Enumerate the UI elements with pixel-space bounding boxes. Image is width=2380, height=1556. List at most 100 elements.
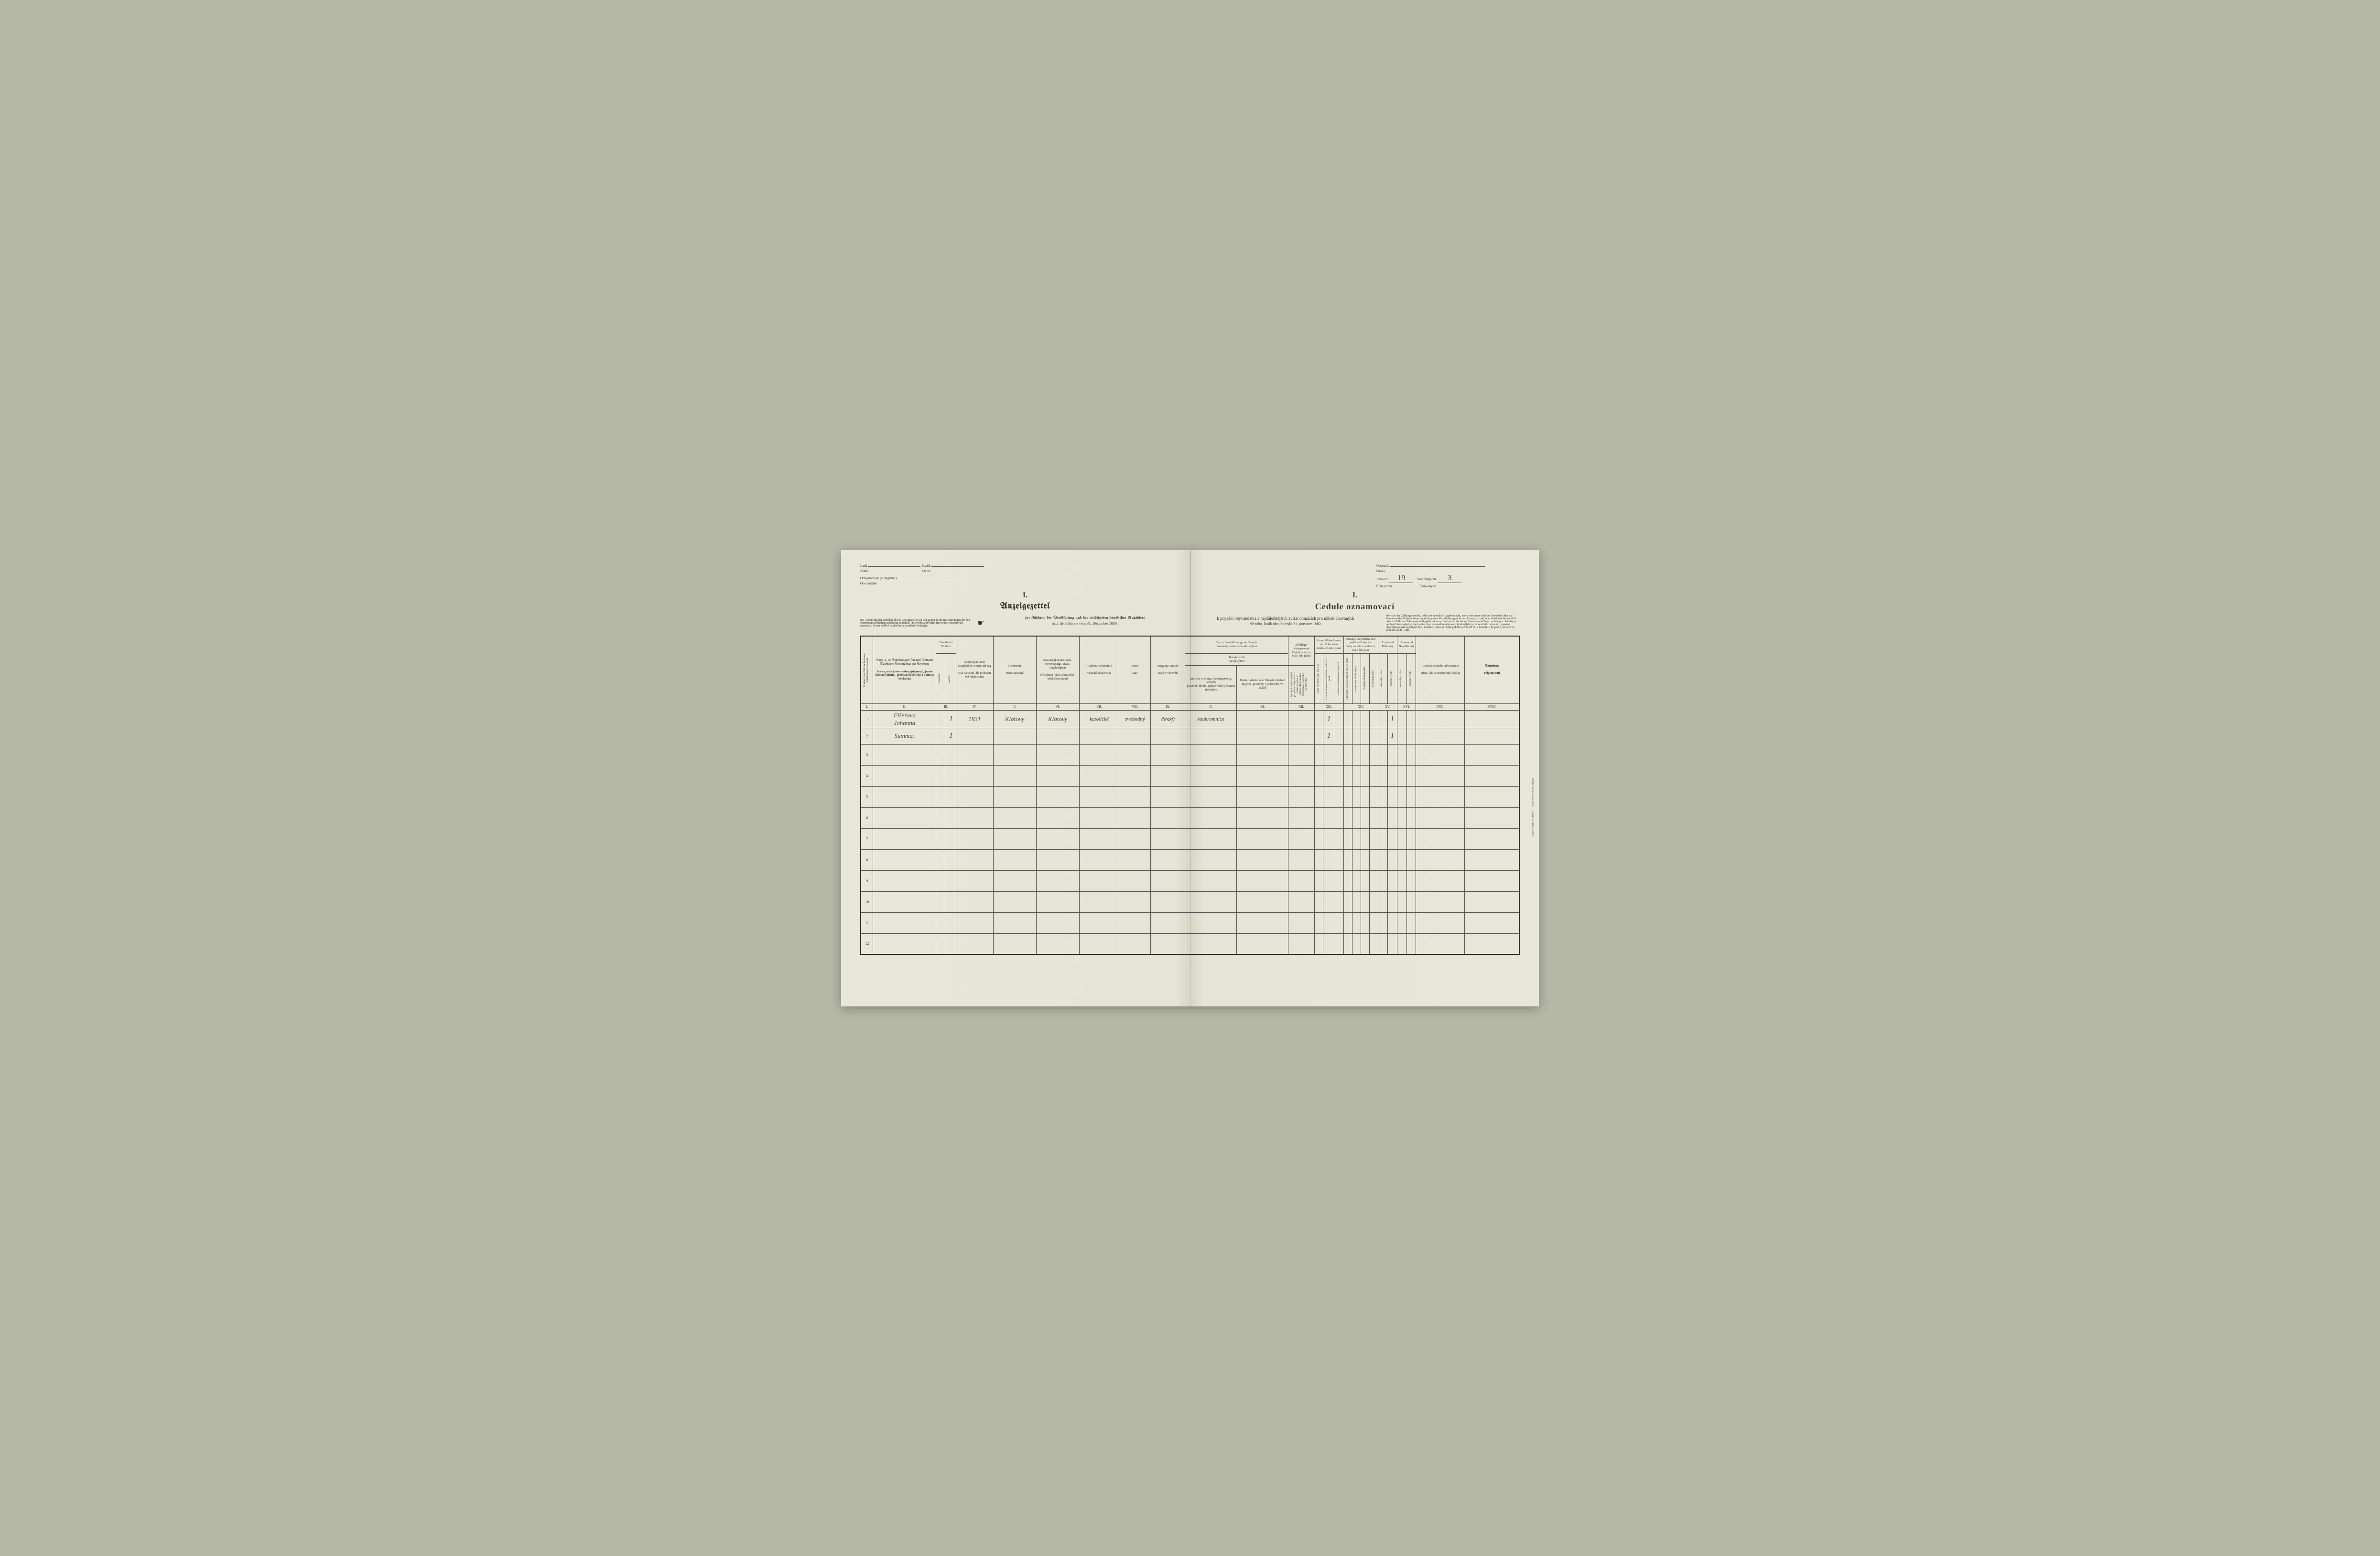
cell <box>1378 728 1387 744</box>
cell <box>1119 891 1151 912</box>
cell <box>1343 786 1352 807</box>
cell <box>1361 849 1369 870</box>
cell <box>1352 807 1361 828</box>
cell: katolické <box>1079 710 1119 728</box>
cell <box>936 849 946 870</box>
cell: český <box>1151 710 1185 728</box>
cell <box>956 933 993 954</box>
sub-left: zur Zählung der Bevölkerung und der wich… <box>984 615 1185 632</box>
cell <box>1079 765 1119 786</box>
land-line <box>868 566 920 567</box>
cell <box>1361 828 1369 849</box>
cell <box>1397 786 1406 807</box>
cell: 1 <box>861 710 873 728</box>
cell <box>1361 744 1369 765</box>
c14a: auf beiden Augen blind na obě oči slepý <box>1345 655 1349 702</box>
cell <box>1036 870 1079 891</box>
cell <box>1406 710 1416 728</box>
cell <box>1151 912 1185 933</box>
table-row: 10 <box>861 891 1519 912</box>
cell <box>1036 933 1079 954</box>
ort-label-de: Ortsgemeinde (Gutsgebiet) <box>860 576 897 580</box>
c16b: dauernd trvale <box>1408 655 1412 702</box>
cell: 1 <box>946 728 956 744</box>
col8-head: StandStav <box>1119 636 1151 704</box>
cell <box>1369 933 1378 954</box>
title-left: I. Anzeigezettel <box>860 591 1190 612</box>
cell <box>1406 849 1416 870</box>
cell <box>1378 765 1387 786</box>
cell <box>1369 828 1378 849</box>
rn-10: X. <box>1185 703 1237 710</box>
cell <box>873 807 936 828</box>
cell <box>1314 765 1323 786</box>
cell <box>1119 807 1151 828</box>
cell <box>1288 744 1314 765</box>
cell <box>956 807 993 828</box>
cell <box>1416 710 1465 728</box>
cell <box>1406 744 1416 765</box>
col17-head: Aufenthaltsort des AbwesendenMísto, kde … <box>1416 636 1465 704</box>
roman-right: I. <box>1190 591 1520 600</box>
cell <box>1387 807 1397 828</box>
rn-17: XVII. <box>1416 703 1465 710</box>
rn-1: I. <box>861 703 873 710</box>
haus-de: Haus-Nr. <box>1376 577 1388 581</box>
header-right: Ortschaft Osada Haus-Nr. 19 Wohnungs-Nr.… <box>1376 563 1520 589</box>
table-row: 1Fišerova Johanna11831KlatovyKlatovykato… <box>861 710 1519 728</box>
cell <box>1151 870 1185 891</box>
cell <box>956 828 993 849</box>
cell <box>873 933 936 954</box>
cell <box>1288 807 1314 828</box>
cell <box>1387 786 1397 807</box>
cell <box>1378 828 1387 849</box>
cell <box>1416 849 1465 870</box>
cell <box>1119 744 1151 765</box>
col12-head: Allfälliger NebenerwerbVedlejší výživa, … <box>1288 636 1314 666</box>
header-left: Land Bezirk Země Okres Ortsgemeinde (Gut… <box>860 563 994 589</box>
cell <box>1343 765 1352 786</box>
cell <box>993 933 1036 954</box>
c15a: zeitweilig na čas <box>1380 655 1384 702</box>
cell <box>1314 728 1323 744</box>
cell <box>1387 891 1397 912</box>
cell <box>946 849 956 870</box>
c15b: dauernd trvale <box>1389 655 1393 702</box>
cell <box>1397 728 1406 744</box>
printer-note: Druck von W. Haase, Prag. — Tiskem A. Ha… <box>1531 778 1534 838</box>
cell <box>956 765 993 786</box>
cell <box>1416 728 1465 744</box>
cell <box>1378 891 1387 912</box>
cell <box>1036 728 1079 744</box>
cell <box>1119 765 1151 786</box>
cell <box>1079 912 1119 933</box>
c13a: kann nur lesen umí jen čísti <box>1316 655 1320 702</box>
cell <box>1352 891 1361 912</box>
cell <box>1397 765 1406 786</box>
cell: 11 <box>861 912 873 933</box>
cell: Summa: <box>873 728 936 744</box>
land-label-cz: Země <box>860 569 868 573</box>
cell <box>1343 710 1352 728</box>
cell <box>936 828 946 849</box>
cell <box>1288 933 1314 954</box>
col10-11-head: Beruf, Beschäftigung oder ErwerbPovolání… <box>1185 636 1288 654</box>
col18-head: AnmerkungPřipomenutí <box>1465 636 1519 704</box>
cell <box>1416 912 1465 933</box>
cell <box>956 786 993 807</box>
cell <box>1323 765 1335 786</box>
census-page: Land Bezirk Země Okres Ortsgemeinde (Gut… <box>841 550 1539 1006</box>
cell <box>1465 786 1519 807</box>
cell <box>1369 710 1378 728</box>
cell <box>993 828 1036 849</box>
col15-head: AnwesendPřítomný <box>1378 636 1397 654</box>
cell <box>1343 870 1352 891</box>
cell <box>1314 912 1323 933</box>
cell <box>1406 912 1416 933</box>
cell <box>1343 933 1352 954</box>
cell <box>1036 786 1079 807</box>
cell <box>1314 933 1323 954</box>
cell: 1 <box>1323 728 1335 744</box>
cell <box>1288 849 1314 870</box>
cell <box>1185 728 1237 744</box>
